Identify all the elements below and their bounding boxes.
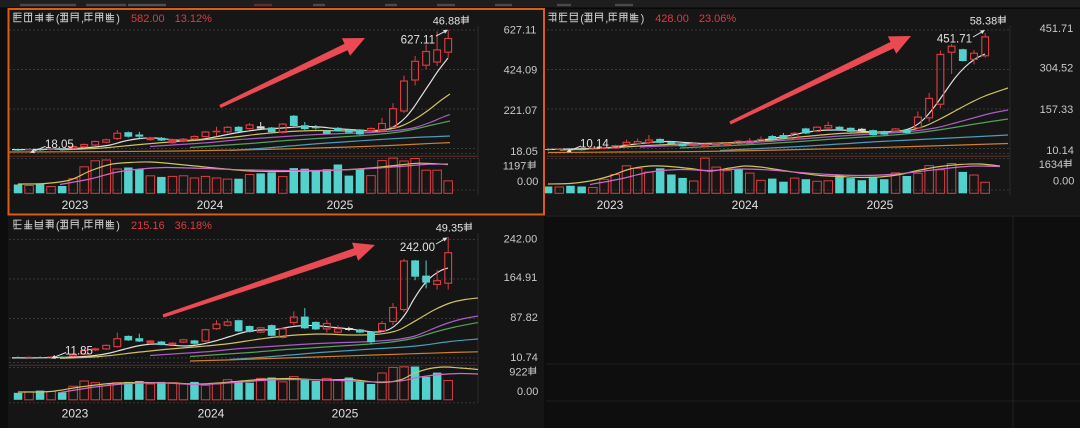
svg-text:58.38: 58.38 bbox=[970, 15, 998, 27]
svg-text:627.11: 627.11 bbox=[401, 35, 435, 47]
svg-text:627.11: 627.11 bbox=[504, 24, 537, 36]
svg-text:157.33: 157.33 bbox=[1040, 104, 1074, 116]
svg-text:87.82: 87.82 bbox=[510, 312, 538, 324]
svg-text:582.00: 582.00 bbox=[131, 13, 165, 25]
svg-text:1197: 1197 bbox=[503, 160, 527, 172]
svg-text:451.71: 451.71 bbox=[937, 34, 972, 46]
svg-text:2023: 2023 bbox=[62, 406, 89, 420]
svg-text:242.00: 242.00 bbox=[504, 234, 538, 246]
svg-text:242.00: 242.00 bbox=[400, 242, 435, 254]
svg-text:2024: 2024 bbox=[198, 406, 225, 420]
svg-text:11.85: 11.85 bbox=[65, 346, 93, 358]
svg-text:922: 922 bbox=[509, 366, 527, 378]
svg-text:221.07: 221.07 bbox=[504, 105, 538, 117]
svg-text:215.16: 215.16 bbox=[131, 220, 165, 232]
svg-text:,: , bbox=[81, 220, 84, 232]
svg-text:2024: 2024 bbox=[732, 198, 759, 212]
svg-text:304.52: 304.52 bbox=[1040, 62, 1074, 74]
svg-text:2025: 2025 bbox=[327, 198, 354, 212]
svg-text:164.91: 164.91 bbox=[504, 272, 538, 284]
svg-text:0.00: 0.00 bbox=[517, 176, 538, 188]
svg-text:36.18%: 36.18% bbox=[175, 220, 213, 232]
svg-text:424.09: 424.09 bbox=[504, 65, 538, 77]
svg-text:2025: 2025 bbox=[867, 198, 894, 212]
svg-text:10.74: 10.74 bbox=[510, 352, 538, 364]
svg-text:,: , bbox=[605, 13, 608, 25]
svg-text:18.05: 18.05 bbox=[510, 146, 538, 158]
svg-text:): ) bbox=[641, 13, 645, 25]
svg-text:2025: 2025 bbox=[332, 406, 359, 420]
svg-text:49.35: 49.35 bbox=[436, 222, 464, 234]
svg-text:(: ( bbox=[580, 13, 584, 25]
svg-text:): ) bbox=[116, 220, 120, 232]
svg-text:23.06%: 23.06% bbox=[699, 13, 737, 25]
svg-text:10.14: 10.14 bbox=[580, 139, 609, 151]
svg-text:10.14: 10.14 bbox=[1046, 145, 1074, 157]
svg-text:): ) bbox=[116, 13, 120, 25]
svg-text:428.00: 428.00 bbox=[655, 13, 689, 25]
svg-text:46.88: 46.88 bbox=[433, 15, 461, 27]
svg-text:2023: 2023 bbox=[62, 198, 89, 212]
svg-text:18.05: 18.05 bbox=[45, 139, 74, 151]
svg-text:451.71: 451.71 bbox=[1040, 23, 1074, 35]
svg-text:(: ( bbox=[56, 220, 60, 232]
svg-text:2023: 2023 bbox=[597, 198, 624, 212]
svg-text:2024: 2024 bbox=[197, 198, 224, 212]
svg-text:0.00: 0.00 bbox=[517, 386, 538, 398]
svg-text:13.12%: 13.12% bbox=[175, 13, 213, 25]
svg-text:0.00: 0.00 bbox=[1053, 175, 1074, 187]
svg-text:(: ( bbox=[56, 13, 60, 25]
svg-text:1634: 1634 bbox=[1039, 159, 1063, 171]
svg-text:,: , bbox=[81, 13, 84, 25]
